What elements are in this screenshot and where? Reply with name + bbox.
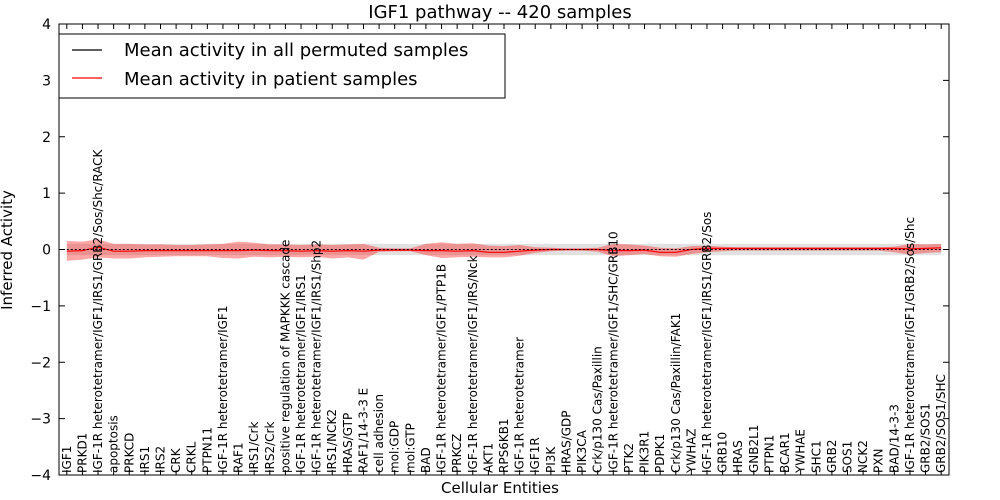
patient-series-line [66,246,942,253]
x-tick-label: IGF-1R heterotetramer/IGF1/IRS/Nck [466,255,480,473]
x-tick-label: Crk/p130 Cas/Paxillin [591,346,605,473]
x-tick-label: IGF-1R heterotetramer/IGF1/IRS1/Shp2 [310,240,324,473]
x-tick-label: IRS2/Crk [263,422,277,473]
x-tick-label: PTPN11 [200,427,214,473]
y-axis: −4 −3 −2 −1 0 1 2 3 4 [30,17,949,484]
x-tick-label: IRS2 [154,446,168,473]
x-tick-label: Crk/p130 Cas/Paxillin/FAK1 [669,313,683,473]
y-tick-label: 0 [42,243,51,259]
x-tick-label: HRAS/GDP [560,410,574,473]
x-tick-label: IRS1/Crk [247,422,261,473]
x-tick-label: IGF-1R heterotetramer/IGF1/GRB2/Sos/Shc [903,217,917,473]
x-tick-label: SOS1 [841,441,855,473]
x-tick-label: GRB2/SOS1 [919,403,933,473]
x-tick-label: GRB10 [716,432,730,473]
x-tick-label: PTK2 [622,443,636,473]
x-tick-label: IGF-1R heterotetramer/IGF1/IRS1 [294,274,308,473]
x-tick-label: IGF-1R heterotetramer/IGF1/SHC/GRB10 [606,231,620,473]
x-tick-label: GNB2L1 [747,425,761,473]
x-axis: IGF1 PRKD1 IGF-1R heterotetramer/IGF1/IRS1… [60,24,948,475]
x-tick-label: PIK3R1 [638,431,652,473]
chart-title: IGF1 pathway -- 420 samples [368,2,631,23]
legend-frame [58,33,506,99]
legend: Mean activity in all permuted samples Me… [58,33,506,99]
y-tick-label: 4 [42,17,51,33]
x-tick-label: IRS1/NCK2 [325,409,339,473]
x-tick-label: PTPN1 [762,435,776,473]
x-tick-label: BCAR1 [778,432,792,473]
x-tick-label: PIK3CA [575,429,589,473]
x-tick-label: YWHAE [794,429,808,474]
patient-band [66,239,942,261]
y-tick-label: 1 [42,186,51,202]
legend-label-permuted: Mean activity in all permuted samples [124,40,468,61]
x-tick-label: RAF1 [232,442,246,473]
x-tick-label: IGF1R [528,437,542,473]
y-tick-label: 2 [42,130,51,146]
y-tick-label: −4 [30,468,51,484]
y-tick-label: −1 [30,299,51,315]
x-tick-label: GRB2/SOS1/SHC [934,374,948,473]
x-tick-label: apoptosis [107,415,121,473]
y-tick-label: −2 [30,355,51,371]
x-tick-label: IGF-1R heterotetramer/IGF1 [216,306,230,473]
x-tick-label: PXN [872,449,886,473]
x-tick-label: CRK [169,447,183,473]
x-tick-label: BAD/14-3-3 [887,404,901,473]
x-tick-label: RAF1/14-3-3 E [357,388,371,473]
y-tick-label: 3 [42,73,51,89]
x-tick-label: IGF-1R heterotetramer/IGF1/IRS1/GRB2/Sos… [91,148,105,473]
x-tick-label: PRKCZ [450,434,464,473]
plot-area [66,239,942,261]
x-tick-label: cell adhesion [372,394,386,473]
x-tick-label: HRAS/GTP [341,413,355,473]
legend-label-patient: Mean activity in patient samples [124,69,418,90]
x-tick-label: mol:GDP [388,421,402,473]
x-tick-label: BAD [419,447,433,473]
x-tick-label: mol:GTP [403,423,417,473]
y-axis-label: Inferred Activity [0,190,16,310]
x-tick-label: GRB2 [825,439,839,473]
x-tick-label: YWHAZ [684,428,698,474]
x-tick-label: PDPK1 [653,434,667,473]
x-tick-label: PI3K [544,446,558,473]
x-tick-label: NCK2 [856,440,870,473]
x-tick-label: PRKCD [122,433,136,473]
x-tick-label: PRKD1 [75,433,89,473]
x-tick-label: RPS6KB1 [497,418,511,473]
x-tick-label: IGF1 [60,446,74,473]
x-tick-label: SHC1 [809,440,823,473]
x-tick-label: AKT1 [481,443,495,473]
x-tick-label: HRAS [731,440,745,473]
x-tick-label: IGF-1R heterotetramer/IGF1/PTP1B [435,264,449,473]
y-tick-label: −3 [30,412,51,428]
x-tick-label: IGF-1R heterotetramer/IGF1/IRS1/GRB2/Sos [700,212,714,473]
x-tick-label: CRKL [185,441,199,473]
x-tick-label: IGF-1R heterotetramer [513,337,527,473]
x-tick-label: IRS1 [138,446,152,473]
x-axis-label: Cellular Entities [441,479,559,497]
x-tick-label: positive regulation of MAPKKK cascade [278,240,292,473]
